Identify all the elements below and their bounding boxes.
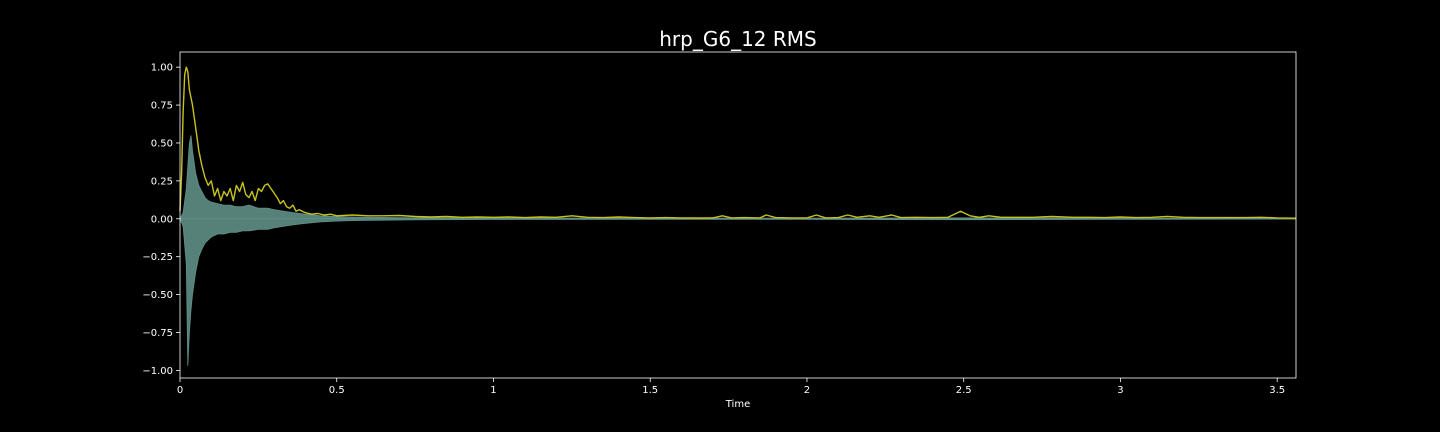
- y-tick-label: 0.50: [151, 138, 173, 149]
- x-tick-label: 2.5: [956, 385, 972, 396]
- x-tick-label: 0: [177, 385, 183, 396]
- y-tick-label: −1.00: [142, 366, 173, 377]
- plot-frame: [179, 51, 1297, 379]
- y-axis: 1.00 0.75 0.50 0.25 0.00 −0.25 −0.50 −0.75 −1.00: [142, 63, 180, 377]
- y-tick-label: −0.50: [142, 290, 173, 301]
- rms-line: [179, 66, 1297, 219]
- x-tick-label: 1: [490, 385, 496, 396]
- x-axis-label: Time: [725, 399, 750, 410]
- x-tick-label: 0.5: [329, 385, 345, 396]
- x-tick-label: 1.5: [642, 385, 658, 396]
- x-tick-label: 3.5: [1269, 385, 1285, 396]
- y-tick-label: 0.75: [151, 101, 173, 112]
- y-tick-label: −0.25: [142, 252, 173, 263]
- y-tick-label: 0.00: [151, 214, 173, 225]
- chart-title: hrp_G6_12 RMS: [659, 27, 816, 51]
- y-tick-label: 1.00: [151, 63, 173, 74]
- y-tick-label: −0.75: [142, 328, 173, 339]
- y-tick-label: 0.25: [151, 176, 173, 187]
- x-tick-label: 3: [1117, 385, 1123, 396]
- x-tick-label: 2: [804, 385, 810, 396]
- x-axis: 0 0.5 1 1.5 2 2.5 3 3.5: [177, 378, 1285, 396]
